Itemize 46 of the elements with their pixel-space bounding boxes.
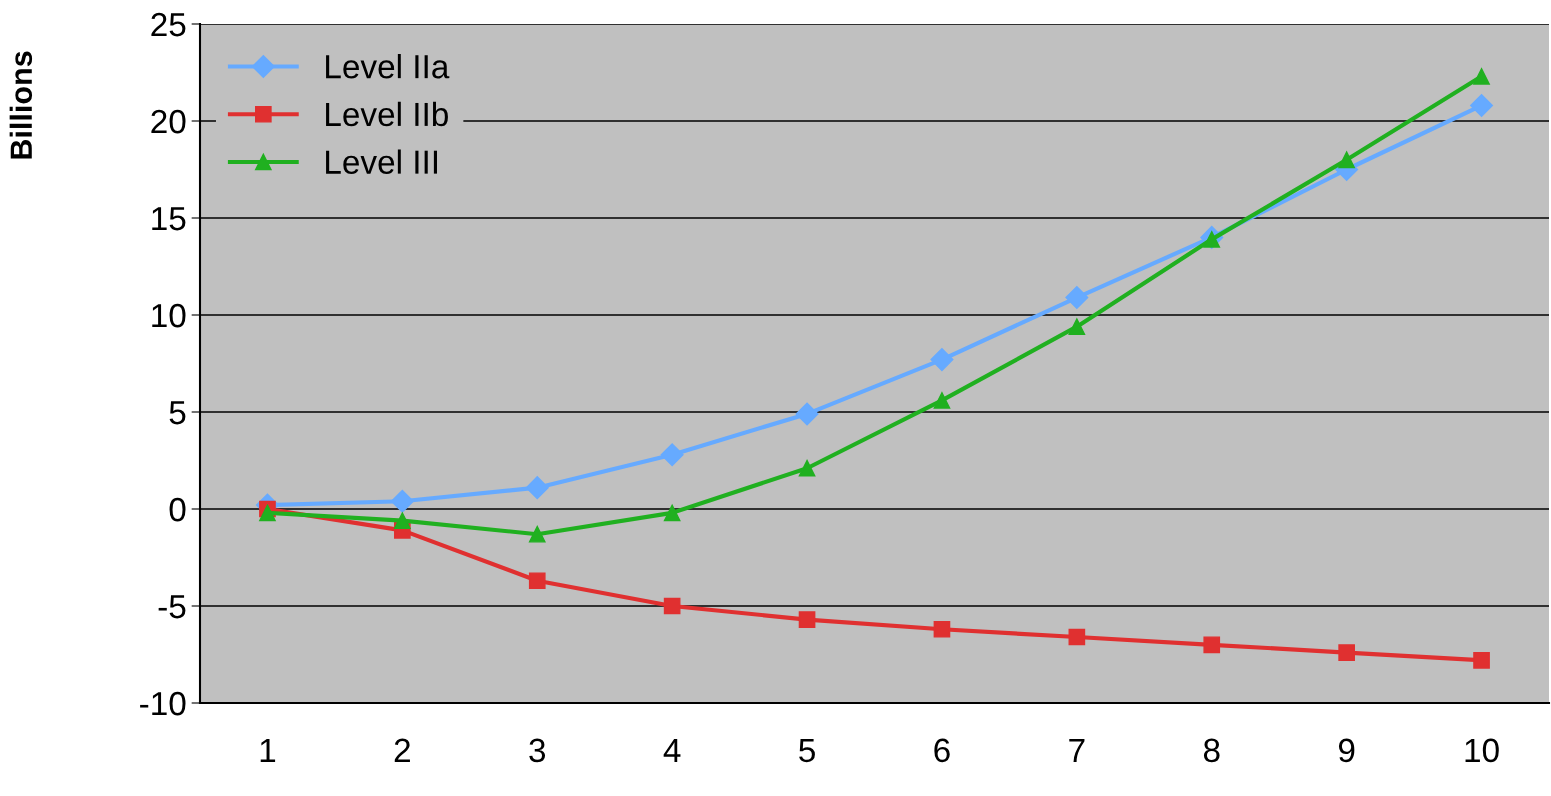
point — [933, 392, 951, 409]
point — [525, 476, 549, 500]
x-tick-label: 1 — [260, 738, 276, 762]
point — [663, 504, 681, 522]
point — [1338, 151, 1355, 169]
x-tick-label: 3 — [529, 738, 546, 763]
point — [663, 597, 681, 615]
point — [1068, 318, 1086, 335]
point — [798, 611, 816, 628]
point — [394, 512, 411, 529]
point — [1338, 644, 1355, 661]
x-tick-label: 2 — [394, 738, 410, 762]
y-tick-label: -5 — [158, 595, 186, 619]
y-tick-label: -10 — [140, 691, 186, 716]
y-tick-label: 15 — [152, 207, 186, 231]
x-tick-label: 9 — [1338, 738, 1355, 763]
point — [1473, 68, 1490, 85]
point — [1470, 93, 1494, 117]
y-tick-label: 20 — [151, 109, 186, 134]
y-tick-label: 5 — [169, 401, 186, 425]
point — [390, 489, 414, 513]
y-tick-label: 10 — [152, 303, 186, 328]
point — [795, 402, 819, 426]
y-tick-label: 25 — [151, 12, 186, 37]
y-tick-label: 0 — [169, 497, 186, 522]
point — [660, 443, 684, 467]
x-tick-label: 10 — [1465, 738, 1499, 763]
point — [528, 525, 546, 543]
legend-label: Level III — [326, 149, 437, 174]
x-tick-label: 8 — [1203, 738, 1220, 763]
point — [1068, 628, 1086, 646]
x-tick-label: 7 — [1069, 738, 1085, 762]
y-axis-title: Billions — [9, 51, 33, 159]
point — [933, 620, 951, 638]
point — [1473, 651, 1490, 669]
x-tick-label: 5 — [799, 738, 815, 763]
point — [798, 459, 816, 477]
point — [528, 572, 546, 590]
x-tick-label: 6 — [934, 738, 950, 763]
point — [1203, 636, 1221, 654]
x-tick-label: 4 — [663, 738, 681, 762]
legend-label: Level IIb — [326, 101, 448, 127]
legend-label: Level IIa — [326, 54, 450, 79]
point — [930, 348, 954, 372]
point — [259, 504, 276, 522]
point — [1065, 286, 1089, 310]
